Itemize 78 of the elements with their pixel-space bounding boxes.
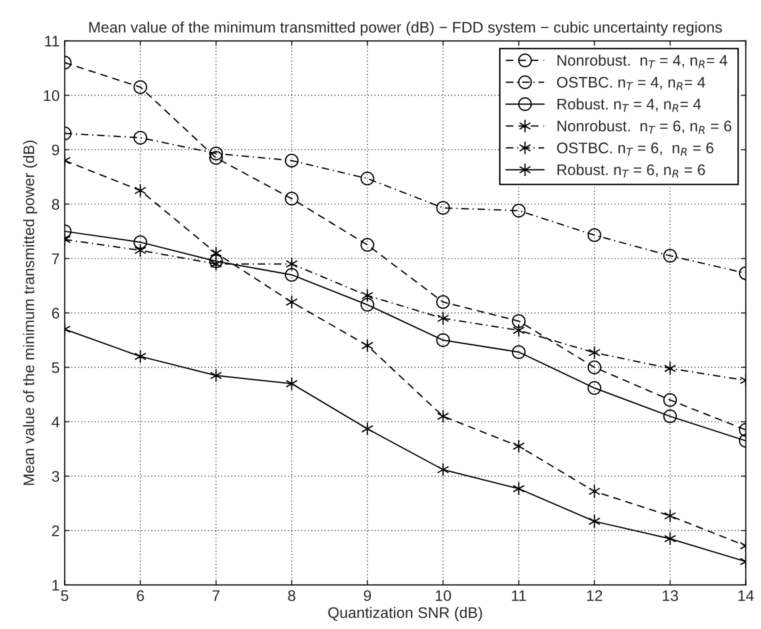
- point: [360, 238, 374, 252]
- point: [588, 360, 602, 374]
- point: [360, 298, 374, 312]
- legend-label: OSTBC. n$_{T}$ = 4, n$_{R}$= 4: [557, 76, 706, 90]
- point: [512, 323, 525, 338]
- point: [437, 311, 450, 326]
- point: [210, 246, 222, 260]
- legend-label: Robust. n$_{T}$ = 6, n$_{R}$ = 6: [558, 164, 705, 178]
- x-tick-label: 8: [288, 590, 296, 602]
- point: [436, 201, 450, 215]
- y-tick-label: 4: [52, 416, 60, 428]
- point: [284, 268, 299, 282]
- y-tick-label: 9: [52, 144, 60, 156]
- point: [437, 409, 450, 424]
- point: [512, 345, 526, 359]
- x-tick-label: 5: [61, 590, 68, 602]
- point: [209, 254, 223, 268]
- legend-label: Nonrobust. n$_{T}$ = 4, n$_{R}$= 4: [558, 54, 728, 68]
- point: [663, 248, 677, 263]
- point: [209, 146, 223, 160]
- y-tick-label: 11: [45, 36, 60, 46]
- point: [361, 422, 374, 436]
- x-tick-label: 10: [436, 590, 451, 602]
- point: [134, 184, 146, 198]
- x-tick-label: 9: [364, 590, 371, 602]
- y-tick-label: 1: [52, 580, 60, 591]
- point: [133, 235, 148, 250]
- x-tick-label: 6: [136, 590, 144, 602]
- point: [512, 439, 525, 454]
- point: [209, 150, 223, 165]
- y-tick-label: 6: [52, 308, 60, 319]
- point: [286, 257, 298, 271]
- point: [134, 243, 146, 258]
- point: [588, 381, 602, 395]
- point: [588, 514, 600, 528]
- x-tick-label: 12: [587, 590, 602, 601]
- point: [437, 462, 450, 476]
- legend-label: Nonrobust. n$_{T}$ = 6, n$_{R}$ = 6: [558, 120, 732, 134]
- y-tick-label: 5: [52, 362, 60, 374]
- point: [360, 172, 374, 186]
- point: [512, 204, 526, 218]
- x-tick-label: 11: [512, 590, 526, 601]
- point: [361, 288, 374, 302]
- point: [664, 508, 676, 523]
- point: [588, 346, 600, 360]
- x-tick-label: 14: [738, 590, 754, 601]
- y-tick-label: 2: [52, 525, 60, 536]
- point: [588, 484, 600, 498]
- y-tick-label: 8: [52, 198, 60, 210]
- legend-label: OSTBC. n$_{T}$ = 6, n$_{R}$ = 6: [557, 142, 714, 156]
- x-tick-label: 13: [662, 590, 678, 602]
- point: [210, 257, 222, 271]
- y-axis-title: Mean value of the minimum transmitted power (dB): [23, 140, 38, 485]
- point: [512, 314, 526, 328]
- point: [286, 376, 298, 391]
- point: [133, 130, 148, 145]
- point: [436, 333, 450, 348]
- point: [361, 338, 374, 352]
- point: [588, 228, 602, 242]
- point: [664, 532, 676, 546]
- point: [133, 80, 148, 94]
- y-tick-label: 7: [52, 254, 60, 264]
- point: [664, 362, 676, 376]
- point: [436, 295, 450, 309]
- point: [284, 154, 299, 168]
- chart-title: Mean value of the minimum transmitted power (dB) − FDD system − cubic uncertainty regions: [89, 21, 722, 36]
- point: [284, 192, 299, 206]
- point: [512, 482, 525, 496]
- point: [286, 295, 298, 309]
- legend-label: Robust. n$_{T}$ = 4, n$_{R}$= 4: [558, 98, 701, 112]
- point: [134, 350, 146, 364]
- x-axis-title: Quantization SNR (dB): [328, 606, 482, 622]
- y-tick-label: 10: [44, 90, 60, 101]
- y-tick-label: 3: [52, 471, 60, 482]
- point: [663, 393, 677, 407]
- point: [663, 409, 677, 424]
- x-tick-label: 7: [212, 590, 220, 601]
- point: [210, 368, 222, 382]
